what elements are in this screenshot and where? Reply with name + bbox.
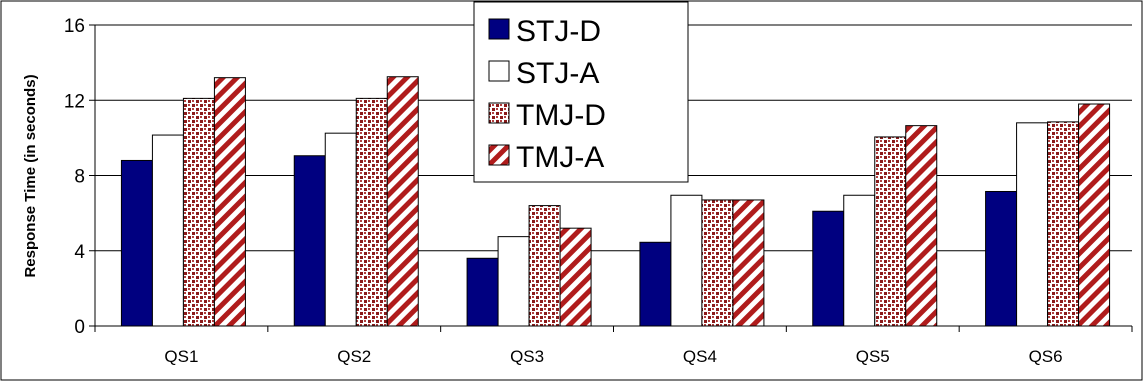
legend-label-tmj-d: TMJ-D — [516, 99, 606, 132]
x-tick-label: QS4 — [683, 347, 717, 366]
bar-tmj-d-qs5 — [874, 136, 907, 327]
y-tick-label: 0 — [74, 317, 85, 338]
y-tick-label: 16 — [64, 16, 85, 37]
y-axis-label: Response Time (in seconds) — [22, 74, 39, 277]
bar-tmj-d-qs4 — [701, 199, 734, 327]
legend-label-tmj-a: TMJ-A — [516, 141, 604, 174]
legend-label-stj-a: STJ-A — [516, 57, 599, 90]
legend-swatch-stj-d — [488, 18, 510, 40]
bar-stj-d-qs1 — [120, 159, 153, 327]
bar-tmj-d-qs6 — [1047, 121, 1080, 327]
bar-stj-a-qs6 — [1016, 122, 1049, 327]
bar-tmj-a-qs5 — [905, 125, 938, 327]
legend-swatch-tmj-d — [488, 102, 510, 124]
y-tick-label: 12 — [64, 91, 85, 112]
axes: 0 4 8 12 16 QS1 QS2 QS3 QS4 QS5 QS6 — [64, 16, 1133, 366]
bar-stj-d-qs2 — [293, 155, 326, 327]
bar-stj-d-qs3 — [466, 257, 499, 327]
bar-tmj-d-qs2 — [355, 97, 388, 327]
bar-tmj-a-qs1 — [213, 77, 246, 327]
bars — [120, 76, 1111, 327]
bar-stj-d-qs6 — [985, 190, 1018, 327]
bar-tmj-d-qs3 — [528, 205, 561, 327]
bar-stj-a-qs3 — [497, 236, 530, 327]
legend-box — [473, 1, 689, 183]
bar-stj-d-qs5 — [812, 210, 845, 327]
bar-tmj-a-qs6 — [1078, 103, 1111, 327]
legend: STJ-D STJ-A TMJ-D TMJ-A — [473, 1, 689, 183]
bar-stj-a-qs5 — [843, 194, 876, 327]
x-tick-label: QS6 — [1029, 347, 1063, 366]
x-tick-label: QS2 — [337, 347, 371, 366]
bar-stj-a-qs1 — [151, 134, 184, 327]
y-tick-label: 4 — [74, 242, 85, 263]
bar-stj-a-qs2 — [324, 132, 357, 327]
bar-tmj-a-qs3 — [559, 227, 592, 327]
y-tick-label: 8 — [74, 167, 85, 188]
bar-tmj-a-qs2 — [386, 76, 419, 327]
legend-swatch-stj-a — [488, 60, 510, 82]
legend-label-stj-d: STJ-D — [516, 15, 601, 48]
bar-stj-d-qs4 — [639, 241, 672, 327]
bar-tmj-a-qs4 — [732, 199, 765, 327]
legend-swatch-tmj-a — [488, 144, 510, 166]
x-tick-label: QS5 — [856, 347, 890, 366]
x-tick-label: QS3 — [510, 347, 544, 366]
bar-stj-a-qs4 — [670, 194, 703, 327]
x-tick-label: QS1 — [164, 347, 198, 366]
bar-tmj-d-qs1 — [182, 97, 215, 327]
